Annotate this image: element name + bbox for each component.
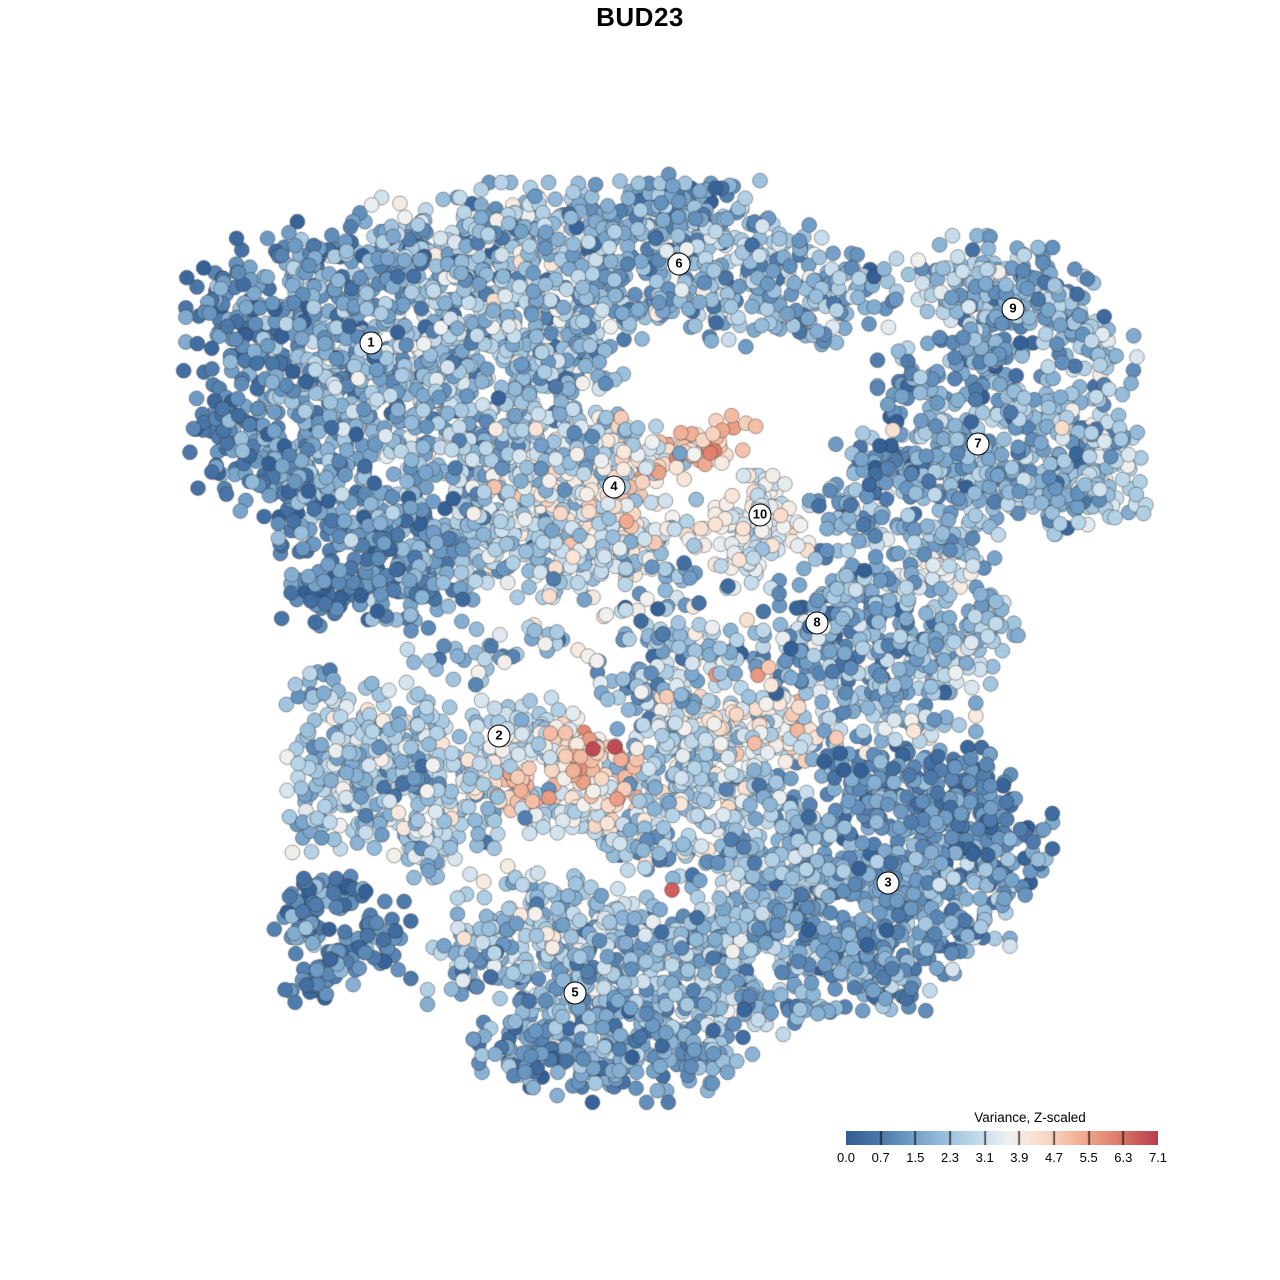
colorbar-tick-label: 2.3 [940, 1150, 960, 1165]
colorbar-tick-labels: 0.0 0.7 1.5 2.3 3.1 3.9 4.7 5.5 6.3 7.1 [837, 1150, 1167, 1168]
colorbar [846, 1131, 1158, 1145]
colorbar-tick-label: 0.0 [836, 1150, 856, 1165]
colorbar-tick-label: 4.7 [1044, 1150, 1064, 1165]
colorbar-tick-label: 3.1 [975, 1150, 994, 1165]
colorbar-legend: Variance, Z-scaled 0.0 0.7 1.5 2.3 3.1 3.9 4.7… [837, 1110, 1167, 1174]
colorbar-tick-label: 3.9 [1010, 1150, 1029, 1165]
colorbar-tick-label: 7.1 [1148, 1150, 1168, 1165]
colorbar-tick-label: 1.5 [906, 1150, 925, 1165]
colorbar-tick-label: 0.7 [871, 1150, 890, 1165]
legend-title: Variance, Z-scaled [974, 1110, 1086, 1125]
colorbar-tick-label: 6.3 [1114, 1150, 1133, 1165]
colorbar-tick-label: 5.5 [1079, 1150, 1098, 1165]
